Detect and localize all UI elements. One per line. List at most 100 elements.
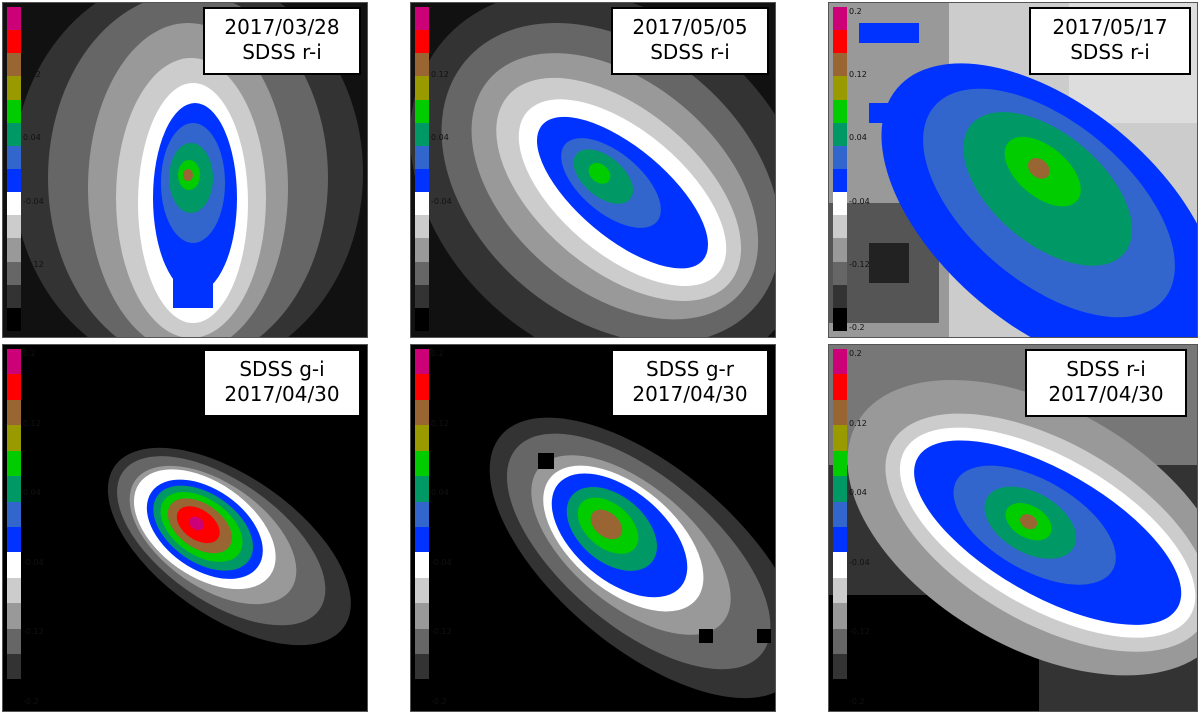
colorbar-segment bbox=[833, 307, 847, 331]
colorbar-tick-label: -0.12 bbox=[849, 259, 870, 269]
colorbar-segment bbox=[833, 603, 847, 629]
color-map-image bbox=[411, 345, 775, 711]
colorbar-segment bbox=[7, 425, 21, 451]
colorbar-segment bbox=[833, 284, 847, 308]
colorbar-segment bbox=[7, 168, 21, 193]
colorbar-tick-label: 0.04 bbox=[431, 133, 449, 143]
colorbar-segment bbox=[7, 261, 21, 285]
panel-label: SDSS r-i 2017/04/30 bbox=[1025, 349, 1187, 417]
color-map-panel-4: SDSS g-i 2017/04/30 0.2 0.12 0.04 -0.04 -0.1… bbox=[2, 344, 368, 712]
colorbar-segment bbox=[415, 192, 429, 216]
color-map-image bbox=[829, 345, 1197, 711]
colorbar-segment bbox=[7, 603, 21, 629]
colorbar-segment bbox=[415, 476, 429, 502]
colorbar-segment bbox=[7, 53, 21, 77]
colorbar-segment bbox=[415, 30, 429, 54]
colorbar-segment bbox=[415, 168, 429, 193]
colorbar-tick-label: 0.2 bbox=[23, 7, 36, 16]
panel-label-line2: 2017/04/30 bbox=[1048, 382, 1164, 406]
colorbar-segment bbox=[7, 501, 21, 527]
colorbar-tick-label: -0.2 bbox=[23, 697, 39, 706]
colorbar-segment bbox=[415, 215, 429, 239]
colorbar-tick-label: 0.2 bbox=[849, 7, 862, 16]
colorbar-segment bbox=[415, 238, 429, 262]
colorbar-segment bbox=[833, 192, 847, 216]
color-map-panel-1: 2017/03/28 SDSS r-i 0.2 0.12 0.04 -0.04 -0.1… bbox=[2, 2, 368, 338]
colorbar-segment bbox=[7, 122, 21, 146]
colorbar-segment bbox=[7, 307, 21, 331]
colorbar-segment bbox=[415, 526, 429, 553]
colorbar bbox=[7, 7, 21, 331]
colorbar-segment bbox=[833, 628, 847, 655]
colorbar-segment bbox=[415, 654, 429, 680]
colorbar-segment bbox=[7, 30, 21, 54]
colorbar-tick-label: 0.04 bbox=[431, 488, 449, 498]
colorbar-segment bbox=[833, 476, 847, 502]
colorbar-tick-label: -0.12 bbox=[23, 627, 44, 637]
colorbar-segment bbox=[7, 76, 21, 100]
colorbar-segment bbox=[7, 552, 21, 578]
colorbar-segment bbox=[833, 53, 847, 77]
colorbar-tick-label: -0.2 bbox=[849, 697, 865, 706]
colorbar-segment bbox=[415, 76, 429, 100]
colorbar-tick-label: -0.2 bbox=[431, 697, 447, 706]
panel-label-line2: SDSS r-i bbox=[650, 40, 730, 64]
colorbar-segment bbox=[833, 122, 847, 146]
colorbar-segment bbox=[833, 7, 847, 31]
colorbar-tick-label: -0.04 bbox=[431, 557, 452, 567]
panel-label-line1: SDSS g-i bbox=[239, 357, 325, 381]
panel-label-line2: 2017/04/30 bbox=[224, 382, 340, 406]
colorbar-segment bbox=[833, 215, 847, 239]
colorbar-tick-label: -0.2 bbox=[23, 323, 39, 332]
colorbar-segment bbox=[833, 399, 847, 426]
colorbar-tick-label: -0.12 bbox=[23, 259, 44, 269]
panel-label-line2: 2017/04/30 bbox=[632, 382, 748, 406]
colorbar-segment bbox=[7, 654, 21, 680]
colorbar-segment bbox=[7, 450, 21, 477]
colorbar-segment bbox=[415, 7, 429, 31]
colorbar-segment bbox=[7, 99, 21, 123]
colorbar-segment bbox=[415, 603, 429, 629]
colorbar-segment bbox=[415, 261, 429, 285]
colorbar-segment bbox=[833, 552, 847, 578]
colorbar-tick-label: 0.2 bbox=[23, 349, 36, 358]
colorbar-segment bbox=[415, 307, 429, 331]
colorbar-segment bbox=[415, 53, 429, 77]
colorbar-segment bbox=[7, 476, 21, 502]
color-map-panel-6: SDSS r-i 2017/04/30 0.2 0.12 0.04 -0.04 -0.1… bbox=[828, 344, 1198, 712]
colorbar-segment bbox=[415, 374, 429, 400]
colorbar-tick-label: -0.04 bbox=[23, 557, 44, 567]
colorbar-segment bbox=[833, 679, 847, 705]
colorbar-tick-label: 0.04 bbox=[23, 133, 41, 143]
colorbar-segment bbox=[833, 526, 847, 553]
colorbar-segment bbox=[833, 654, 847, 680]
colorbar bbox=[7, 349, 21, 705]
colorbar-segment bbox=[833, 30, 847, 54]
colorbar-tick-label: 0.04 bbox=[23, 488, 41, 498]
colorbar-segment bbox=[7, 526, 21, 553]
colorbar-segment bbox=[7, 192, 21, 216]
colorbar-tick-label: -0.12 bbox=[431, 259, 452, 269]
colorbar-segment bbox=[833, 76, 847, 100]
panel-label: SDSS g-r 2017/04/30 bbox=[611, 349, 769, 417]
colorbar-tick-label: -0.12 bbox=[849, 627, 870, 637]
colorbar-segment bbox=[7, 679, 21, 705]
colorbar-tick-label: 0.2 bbox=[849, 349, 862, 358]
colorbar-tick-label: -0.04 bbox=[431, 196, 452, 206]
colorbar-segment bbox=[7, 238, 21, 262]
panel-label-line1: 2017/03/28 bbox=[224, 15, 340, 39]
colorbar-segment bbox=[415, 501, 429, 527]
colorbar-tick-label: 0.12 bbox=[431, 70, 449, 80]
colorbar-segment bbox=[415, 99, 429, 123]
colorbar-segment bbox=[415, 450, 429, 477]
colorbar-segment bbox=[7, 215, 21, 239]
colorbar-tick-label: 0.2 bbox=[431, 349, 444, 358]
colorbar-segment bbox=[833, 238, 847, 262]
panel-label-line2: SDSS r-i bbox=[1070, 40, 1150, 64]
colorbar bbox=[833, 349, 847, 705]
colorbar-segment bbox=[7, 628, 21, 655]
colorbar-segment bbox=[833, 501, 847, 527]
colorbar-tick-label: -0.04 bbox=[849, 196, 870, 206]
color-map-image bbox=[411, 3, 775, 337]
colorbar-segment bbox=[833, 145, 847, 169]
